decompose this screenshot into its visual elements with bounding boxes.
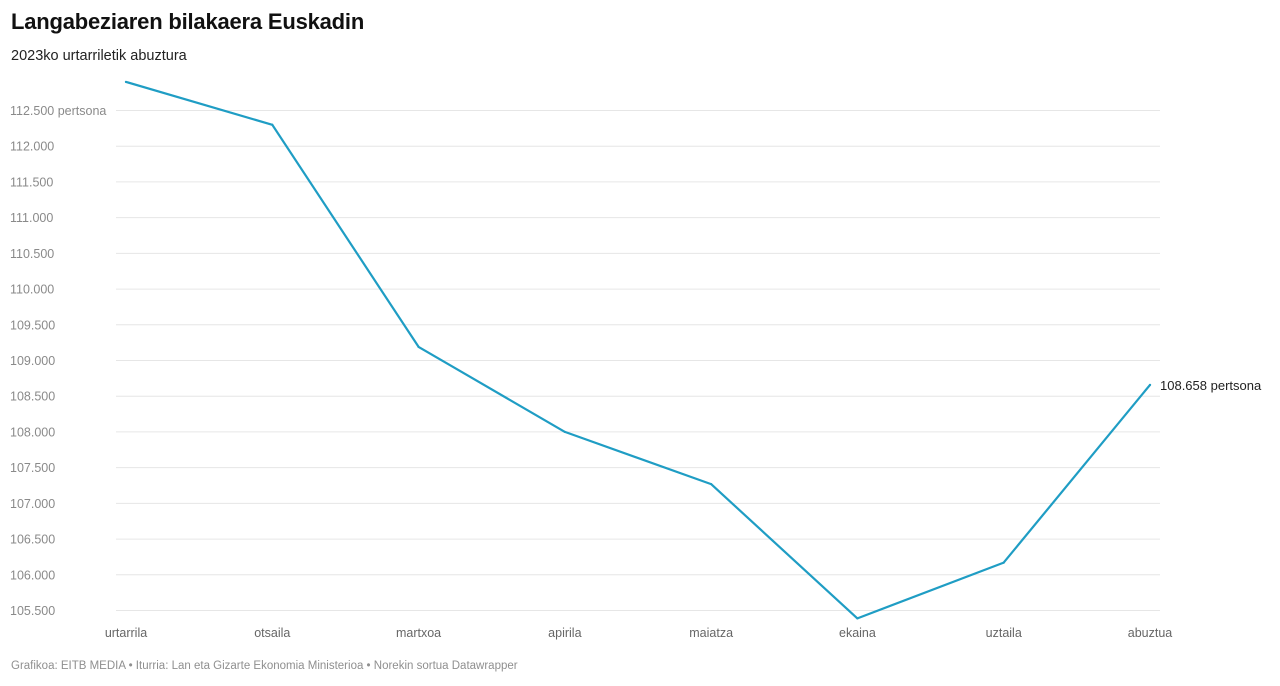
y-tick-label: 109.000	[10, 354, 55, 368]
footer-credits: Grafikoa: EITB MEDIA • Iturria: Lan eta …	[11, 660, 518, 672]
x-tick-label: urtarrila	[105, 626, 147, 640]
data-point	[563, 430, 566, 434]
y-tick-label: 106.000	[10, 568, 55, 582]
y-tick-label: 107.500	[10, 461, 55, 475]
y-tick-label: 108.000	[10, 425, 55, 439]
data-point	[710, 482, 713, 486]
y-tick-label: 107.000	[10, 497, 55, 511]
y-tick-label: 106.500	[10, 533, 55, 547]
y-tick-label: 108.500	[10, 390, 55, 404]
data-points	[124, 80, 1152, 620]
data-point	[271, 123, 274, 126]
end-value-label: 108.658 pertsona	[1160, 378, 1262, 393]
y-tick-label: 111.500	[10, 175, 53, 189]
series	[124, 80, 1152, 620]
y-tick-label: 111.000	[10, 211, 53, 225]
y-tick-label: 112.500 pertsona	[10, 104, 106, 118]
data-point	[1148, 383, 1152, 387]
x-axis-ticks: urtarrila otsaila martxoa apirila maiatza eka…	[105, 626, 1172, 640]
y-tick-label: 105.500	[10, 604, 55, 618]
series-line	[124, 80, 1152, 620]
data-point	[417, 345, 420, 349]
data-point	[124, 80, 128, 84]
x-tick-label: apirila	[548, 626, 581, 640]
chart-title: Langabeziaren bilakaera Euskadin	[11, 9, 365, 34]
x-tick-label: martxoa	[396, 626, 441, 640]
y-axis-ticks: 105.500 106.000 106.500 107.000 107.500 108.0…	[10, 104, 106, 618]
x-tick-label: maiatza	[689, 626, 733, 640]
x-tick-label: uztaila	[986, 626, 1022, 640]
y-tick-label: 110.500	[10, 247, 54, 261]
x-tick-label: otsaila	[254, 626, 290, 640]
x-tick-label: ekaina	[839, 626, 876, 640]
y-tick-label: 110.000	[10, 283, 54, 297]
y-tick-label: 109.500	[10, 318, 55, 332]
data-point	[1002, 561, 1005, 564]
data-point	[856, 617, 859, 620]
x-tick-label: abuztua	[1128, 626, 1173, 640]
gridlines	[116, 110, 1160, 611]
y-tick-label: 112.000	[10, 140, 54, 154]
chart-subtitle: 2023ko urtarriletik abuztura	[11, 48, 187, 64]
